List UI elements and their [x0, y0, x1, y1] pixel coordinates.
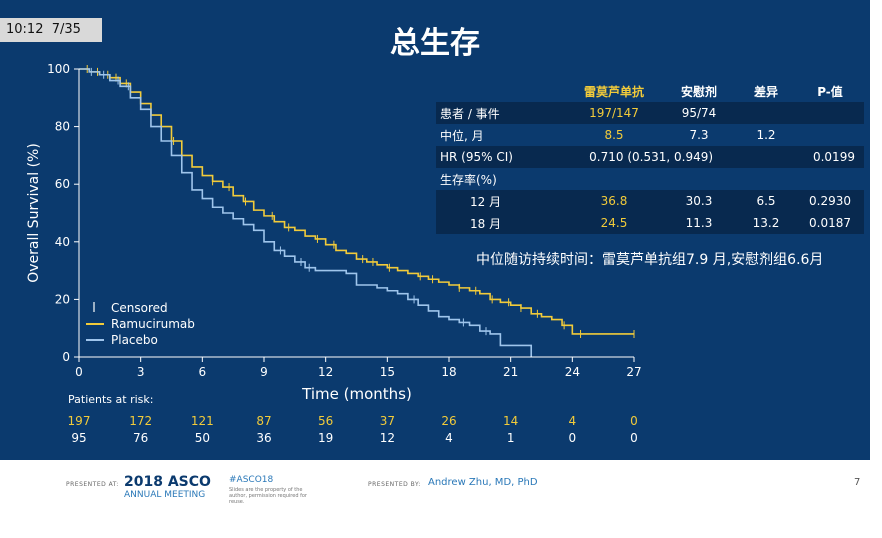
p-value: 0.0187: [809, 216, 851, 230]
p-value: 0.2930: [809, 194, 851, 208]
x-tick-label: 27: [626, 365, 641, 379]
table-row: 12 月 36.8 30.3 6.5 0.2930: [436, 190, 864, 212]
header-difference: 差异: [753, 84, 778, 99]
risk-ramucirumab-count: 4: [569, 414, 577, 428]
header-p-value: P-值: [817, 84, 843, 99]
table-row: 18 月 24.5 11.3 13.2 0.0187: [436, 212, 864, 234]
y-tick-label: 40: [55, 235, 70, 249]
risk-placebo-count: 50: [195, 431, 210, 445]
p-value: 0.0199: [812, 150, 855, 164]
presented-at-label: PRESENTED AT:: [66, 481, 119, 488]
pbo-value: 95/74: [681, 106, 717, 120]
ram-value: 8.5: [604, 128, 624, 142]
ramucirumab-curve: [79, 68, 634, 335]
ram-value: 36.8: [600, 194, 628, 208]
hr-value: 0.710 (0.531, 0.949): [589, 150, 714, 164]
risk-ramucirumab-count: 121: [191, 414, 214, 428]
risk-placebo-count: 0: [630, 431, 638, 445]
row-label: HR (95% CI): [440, 150, 513, 164]
x-tick-label: 9: [260, 365, 268, 379]
y-tick-label: 20: [55, 292, 70, 306]
pbo-value: 7.3: [689, 128, 709, 142]
row-label: 18 月: [470, 216, 502, 231]
right-edge: [870, 0, 882, 538]
risk-ramucirumab-count: 172: [129, 414, 152, 428]
risk-ramucirumab-count: 56: [318, 414, 333, 428]
ram-value: 197/147: [589, 106, 639, 120]
table-header: 雷莫芦单抗 安慰剂 差异 P-值: [436, 80, 864, 102]
slide-count: 7/35: [51, 22, 81, 37]
risk-placebo-count: 36: [256, 431, 271, 445]
x-tick-label: 3: [137, 365, 145, 379]
legend-pbo-label: Placebo: [111, 333, 158, 347]
pbo-value: 30.3: [685, 194, 713, 208]
table-row: 中位, 月 8.5 7.3 1.2: [436, 124, 864, 146]
x-tick-label: 24: [565, 365, 580, 379]
diff-value: 13.2: [752, 216, 780, 230]
legend: Censored Ramucirumab Placebo: [86, 301, 195, 347]
row-label: 中位, 月: [440, 128, 484, 143]
x-tick-label: 0: [75, 365, 83, 379]
x-tick-label: 18: [441, 365, 456, 379]
row-label: 生存率(%): [440, 172, 497, 187]
presented-by-label: PRESENTED BY:: [368, 481, 421, 488]
x-tick-label: 6: [199, 365, 207, 379]
y-tick-label: 100: [47, 62, 70, 76]
risk-placebo-count: 1: [507, 431, 515, 445]
followup-note: 中位随访持续时间：雷莫芦单抗组7.9 月,安慰剂组6.6月: [476, 252, 824, 268]
y-tick-label: 60: [55, 177, 70, 191]
header-ramucirumab: 雷莫芦单抗: [583, 84, 644, 99]
asco-logo-year: 2018 ASCO: [124, 474, 211, 490]
summary-table: 雷莫芦单抗 安慰剂 差异 P-值 患者 / 事件 197/147 95/74 中…: [436, 80, 864, 234]
risk-placebo-count: 4: [445, 431, 453, 445]
time-readout: 10:12: [6, 22, 44, 37]
patients-at-risk-label: Patients at risk:: [68, 393, 153, 406]
risk-ramucirumab-count: 14: [503, 414, 518, 428]
pbo-value: 11.3: [685, 216, 713, 230]
legend-ram-label: Ramucirumab: [111, 317, 195, 331]
x-axis-label: Time (months): [301, 385, 412, 403]
presenter-name: Andrew Zhu, MD, PhD: [428, 477, 538, 488]
row-label: 患者 / 事件: [440, 106, 500, 121]
legend-censored-label: Censored: [111, 301, 168, 315]
hashtag-note: Slides are the property of the author, p…: [229, 487, 307, 505]
x-tick-label: 12: [318, 365, 333, 379]
y-axis-label: Overall Survival (%): [26, 143, 42, 283]
diff-value: 6.5: [756, 194, 776, 208]
slide-counter: 10:12 7/35: [0, 18, 102, 42]
risk-ramucirumab-count: 197: [68, 414, 91, 428]
risk-placebo-count: 95: [71, 431, 86, 445]
risk-ramucirumab-count: 37: [380, 414, 395, 428]
risk-ramucirumab-count: 87: [256, 414, 271, 428]
x-tick-label: 21: [503, 365, 518, 379]
table-row: 生存率(%): [436, 168, 864, 190]
page-number: 7: [854, 477, 861, 488]
y-tick-label: 80: [55, 120, 70, 134]
asco-logo-subtitle: ANNUAL MEETING: [124, 490, 206, 500]
x-tick-label: 15: [380, 365, 395, 379]
risk-placebo-count: 12: [380, 431, 395, 445]
ram-value: 24.5: [600, 216, 628, 230]
header-placebo: 安慰剂: [680, 84, 717, 99]
table-row: 患者 / 事件 197/147 95/74: [436, 102, 864, 124]
placebo-curve: [79, 68, 533, 357]
risk-placebo-count: 0: [569, 431, 577, 445]
table-row: HR (95% CI) 0.710 (0.531, 0.949) 0.0199: [436, 146, 864, 168]
risk-placebo-count: 19: [318, 431, 333, 445]
risk-ramucirumab-count: 0: [630, 414, 638, 428]
y-tick-label: 0: [62, 350, 70, 364]
row-label: 12 月: [470, 194, 502, 209]
risk-placebo-count: 76: [133, 431, 148, 445]
risk-ramucirumab-count: 26: [441, 414, 456, 428]
slide-title: 总生存: [390, 26, 480, 61]
diff-value: 1.2: [756, 128, 776, 142]
hashtag: #ASCO18: [229, 475, 274, 485]
footer: [0, 460, 870, 538]
